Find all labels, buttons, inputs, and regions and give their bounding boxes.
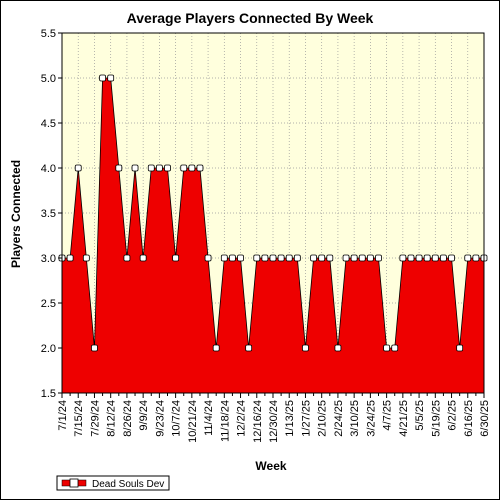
x-tick-label: 7/29/24 (89, 400, 101, 437)
data-point (375, 254, 382, 262)
data-point (123, 254, 131, 262)
data-point (245, 344, 253, 352)
data-point (456, 344, 464, 352)
x-tick-label: 5/5/25 (414, 400, 426, 431)
data-point (269, 254, 277, 262)
x-tick-label: 5/19/25 (430, 400, 442, 437)
data-point (180, 164, 188, 172)
x-tick-label: 7/15/24 (73, 400, 85, 437)
data-point (293, 254, 301, 262)
data-point (82, 254, 90, 262)
data-point (358, 254, 366, 262)
data-point (66, 254, 74, 262)
data-point (253, 254, 261, 262)
data-point (139, 254, 147, 262)
data-point (74, 164, 82, 172)
data-point (310, 254, 317, 262)
x-tick-label: 6/30/25 (479, 400, 491, 437)
x-tick-label: 6/2/25 (447, 400, 459, 431)
legend-label-dead-souls-dev: Dead Souls Dev (92, 479, 164, 490)
data-point (204, 254, 212, 262)
data-point (366, 254, 374, 262)
data-point (147, 164, 155, 172)
data-point (212, 344, 220, 352)
data-point (277, 254, 285, 262)
data-point (464, 254, 472, 262)
data-point (472, 254, 480, 262)
x-axis-label: Week (255, 459, 286, 473)
y-tick-label: 3.5 (41, 208, 56, 220)
y-tick-label: 2.0 (41, 343, 56, 355)
x-tick-label: 2/10/25 (317, 400, 329, 437)
legend-marker (69, 478, 79, 488)
data-point (99, 74, 106, 82)
data-point (172, 254, 180, 262)
x-tick-label: 2/24/25 (333, 400, 345, 437)
data-point (115, 164, 123, 172)
x-tick-label: 4/21/25 (398, 400, 410, 437)
x-tick-label: 3/10/25 (349, 400, 361, 437)
x-tick-label: 11/4/24 (203, 400, 215, 436)
data-point (423, 254, 431, 262)
data-point (334, 344, 342, 352)
x-tick-label: 10/21/24 (187, 400, 199, 443)
x-tick-label: 3/24/25 (365, 400, 377, 437)
data-point (237, 254, 244, 262)
y-tick-label: 4.5 (41, 118, 56, 130)
y-axis-ticks: 1.5 2.0 2.5 3.0 3.5 4.0 4.5 5.0 5.5 (41, 28, 62, 400)
data-point (440, 254, 447, 262)
data-point (448, 254, 455, 262)
data-point (415, 254, 423, 262)
data-point (431, 254, 439, 262)
data-point (342, 254, 350, 262)
x-tick-label: 10/7/24 (171, 400, 183, 437)
data-point (399, 254, 407, 262)
x-tick-label: 1/27/25 (300, 400, 312, 437)
legend-box (56, 475, 170, 491)
x-tick-label: 1/13/25 (284, 400, 296, 437)
x-tick-label: 12/30/24 (268, 400, 280, 443)
data-point (285, 254, 293, 262)
x-tick-label: 9/23/24 (154, 400, 166, 437)
y-tick-label: 1.5 (41, 388, 56, 400)
data-point (164, 164, 171, 172)
x-tick-label: 12/2/24 (236, 400, 248, 437)
data-point (107, 74, 115, 82)
y-tick-label: 4.0 (41, 163, 56, 175)
y-tick-label: 5.0 (41, 73, 56, 85)
x-tick-label: 11/18/24 (219, 400, 231, 442)
y-tick-label: 5.5 (41, 28, 56, 40)
data-point (229, 254, 236, 262)
data-point (318, 254, 326, 262)
y-tick-label: 3.0 (41, 253, 56, 265)
data-point (350, 254, 358, 262)
x-tick-label: 12/16/24 (252, 400, 264, 443)
y-axis-label: Players Connected (9, 160, 23, 268)
chart-title: Average Players Connected By Week (127, 10, 374, 26)
data-point (383, 344, 391, 352)
data-point (196, 164, 204, 172)
data-point (91, 344, 98, 352)
data-point (220, 254, 228, 262)
x-tick-label: 4/7/25 (382, 400, 394, 431)
x-axis-ticks: 7/1/24 7/15/24 7/29/24 8/12/24 8/26/24 9/9/24… (57, 393, 491, 443)
data-point (155, 164, 163, 172)
data-point (407, 254, 415, 262)
series-points (58, 74, 488, 352)
y-tick-label: 2.5 (41, 298, 56, 310)
data-point (391, 344, 399, 352)
data-point (326, 254, 334, 262)
x-tick-label: 8/26/24 (122, 400, 134, 437)
x-tick-label: 8/12/24 (106, 400, 118, 437)
x-tick-label: 7/1/24 (57, 400, 69, 431)
data-point (188, 164, 196, 172)
x-tick-label: 9/9/24 (138, 400, 150, 431)
data-point (261, 254, 269, 262)
x-tick-label: 6/16/25 (463, 400, 475, 437)
legend: Dead Souls Dev (56, 475, 170, 491)
data-point (131, 164, 139, 172)
data-point (302, 344, 309, 352)
